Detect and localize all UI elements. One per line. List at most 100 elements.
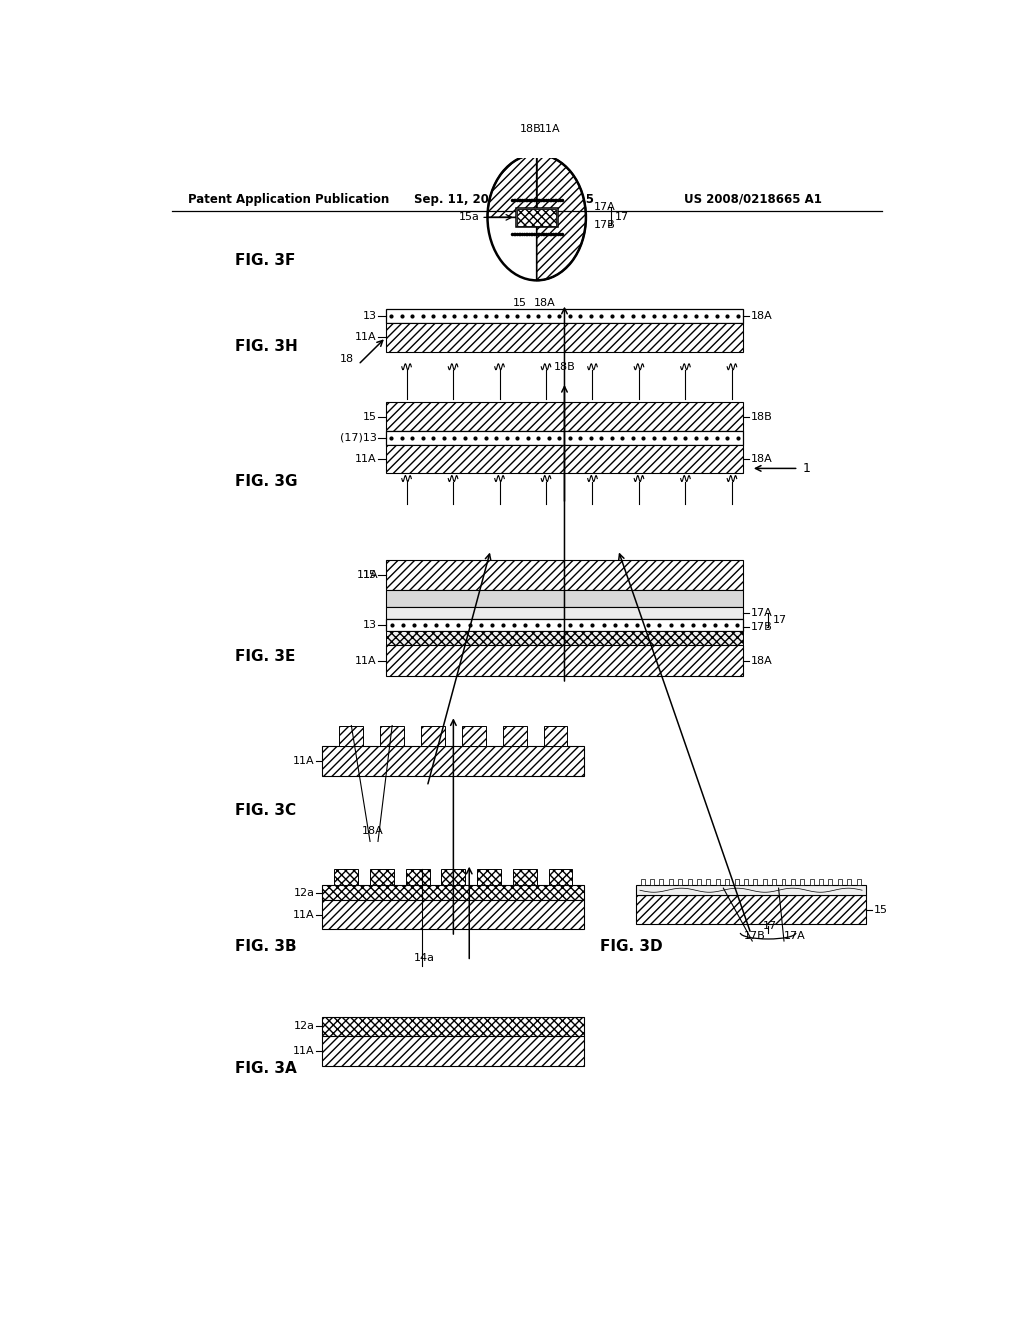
Text: 18A: 18A xyxy=(751,312,773,321)
Bar xyxy=(386,309,743,323)
Text: 11A: 11A xyxy=(540,124,561,133)
Text: 17A: 17A xyxy=(784,931,806,941)
Text: 13: 13 xyxy=(362,312,377,321)
Text: 15: 15 xyxy=(513,298,527,308)
Text: 17A: 17A xyxy=(594,202,615,213)
Text: FIG. 3D: FIG. 3D xyxy=(600,939,663,953)
Bar xyxy=(516,207,558,227)
Bar xyxy=(641,879,644,886)
Bar xyxy=(857,879,860,886)
Bar xyxy=(707,879,711,886)
Text: 11A: 11A xyxy=(293,909,314,920)
Bar xyxy=(323,1018,585,1036)
Text: 15a: 15a xyxy=(459,213,479,222)
Bar xyxy=(636,886,866,895)
Bar xyxy=(386,631,743,645)
Bar xyxy=(386,607,743,619)
Bar xyxy=(323,900,585,929)
Text: 11A: 11A xyxy=(354,454,377,465)
Bar xyxy=(791,879,795,886)
Wedge shape xyxy=(537,154,586,280)
Text: 15: 15 xyxy=(873,904,888,915)
Text: 11A: 11A xyxy=(293,1045,314,1056)
Wedge shape xyxy=(487,154,537,218)
Text: FIG. 3A: FIG. 3A xyxy=(236,1060,297,1076)
Text: 18B: 18B xyxy=(554,362,575,372)
Text: 11A: 11A xyxy=(354,656,377,665)
Bar xyxy=(549,869,572,886)
Bar xyxy=(669,879,673,886)
Bar xyxy=(323,1036,585,1067)
Text: 13: 13 xyxy=(362,620,377,630)
Bar xyxy=(513,869,537,886)
Bar xyxy=(772,879,776,886)
Text: 18A: 18A xyxy=(751,454,773,465)
Text: 1: 1 xyxy=(803,462,810,475)
Bar xyxy=(462,726,485,746)
Bar xyxy=(386,619,743,631)
Text: (17)13: (17)13 xyxy=(340,433,377,444)
Text: 11A: 11A xyxy=(293,756,314,766)
Bar xyxy=(517,209,556,226)
Text: 17: 17 xyxy=(615,213,630,222)
Text: 18A: 18A xyxy=(751,656,773,665)
Text: FIG. 3G: FIG. 3G xyxy=(236,474,298,490)
Circle shape xyxy=(487,154,586,280)
Bar xyxy=(754,879,758,886)
Bar xyxy=(334,869,358,886)
Text: 12a: 12a xyxy=(294,1022,314,1031)
Bar xyxy=(323,746,585,776)
Text: 11A: 11A xyxy=(356,570,378,579)
Text: Patent Application Publication: Patent Application Publication xyxy=(187,193,389,206)
Text: 15: 15 xyxy=(362,412,377,421)
Bar xyxy=(503,726,526,746)
Bar xyxy=(323,886,585,900)
Bar xyxy=(441,869,465,886)
Bar xyxy=(386,645,743,676)
Text: FIG. 3F: FIG. 3F xyxy=(236,252,296,268)
Bar xyxy=(687,879,691,886)
Bar xyxy=(386,403,743,430)
Bar xyxy=(386,590,743,607)
Bar xyxy=(477,869,501,886)
Text: 18B: 18B xyxy=(519,124,542,133)
Text: FIG. 3B: FIG. 3B xyxy=(236,939,297,953)
Bar xyxy=(810,879,814,886)
Bar xyxy=(716,879,720,886)
Bar xyxy=(339,726,364,746)
Bar xyxy=(697,879,701,886)
Bar xyxy=(386,560,743,590)
Text: Sep. 11, 2008  Sheet 2 of 5: Sep. 11, 2008 Sheet 2 of 5 xyxy=(414,193,594,206)
Bar xyxy=(406,869,430,886)
Text: FIG. 3H: FIG. 3H xyxy=(236,339,298,354)
Bar xyxy=(847,879,851,886)
Text: 18A: 18A xyxy=(535,298,556,308)
Text: 17B: 17B xyxy=(594,220,615,231)
Bar xyxy=(801,879,804,886)
Bar xyxy=(734,879,738,886)
Bar xyxy=(819,879,823,886)
Bar xyxy=(386,323,743,351)
Bar xyxy=(838,879,842,886)
Bar xyxy=(781,879,785,886)
Text: US 2008/0218665 A1: US 2008/0218665 A1 xyxy=(684,193,821,206)
Bar xyxy=(386,430,743,445)
Text: 17B: 17B xyxy=(744,931,766,941)
Text: 12a: 12a xyxy=(294,888,314,898)
Bar xyxy=(743,879,748,886)
Text: 14a: 14a xyxy=(414,953,435,964)
Bar xyxy=(380,726,404,746)
Bar xyxy=(636,895,866,924)
Text: 17: 17 xyxy=(772,615,786,624)
Text: 18A: 18A xyxy=(362,826,384,837)
Text: 11A: 11A xyxy=(354,333,377,342)
Bar xyxy=(678,879,682,886)
Text: FIG. 3C: FIG. 3C xyxy=(236,804,296,818)
Text: 17B: 17B xyxy=(751,622,773,632)
Bar xyxy=(544,726,567,746)
Text: 17A: 17A xyxy=(751,607,773,618)
Text: 17: 17 xyxy=(763,921,776,931)
Bar xyxy=(421,726,444,746)
Bar xyxy=(386,445,743,474)
Text: 15: 15 xyxy=(362,570,377,579)
